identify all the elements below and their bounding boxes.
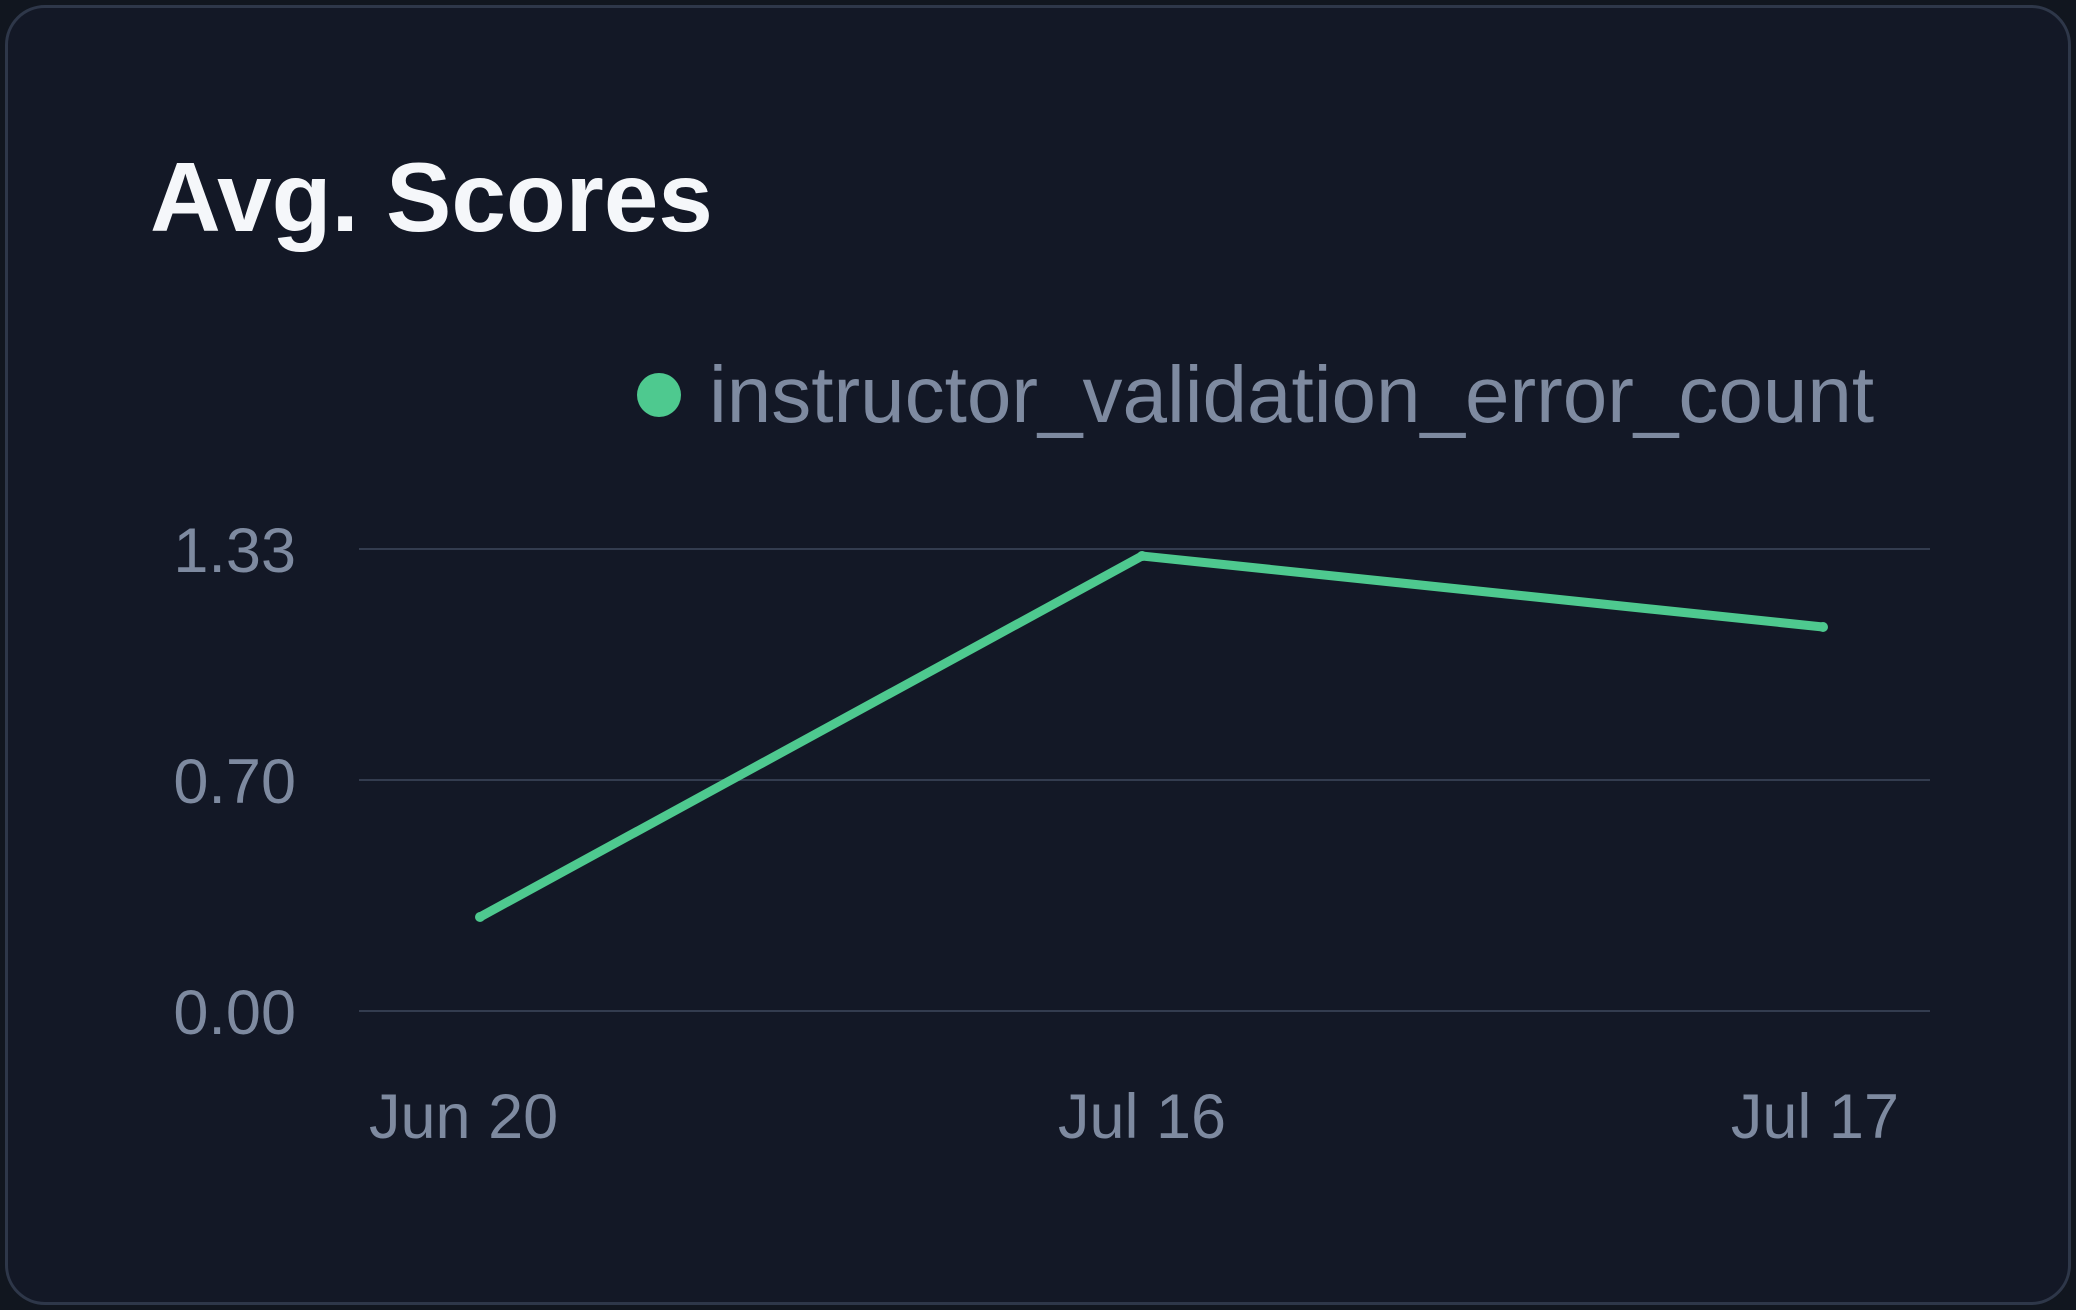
svg-text:Jul 17: Jul 17 (1731, 1082, 1899, 1152)
svg-text:0.00: 0.00 (173, 978, 296, 1048)
svg-text:1.33: 1.33 (173, 516, 296, 586)
svg-text:Jul 16: Jul 16 (1058, 1082, 1226, 1152)
svg-text:Jun 20: Jun 20 (369, 1082, 558, 1152)
svg-text:0.70: 0.70 (173, 747, 296, 817)
